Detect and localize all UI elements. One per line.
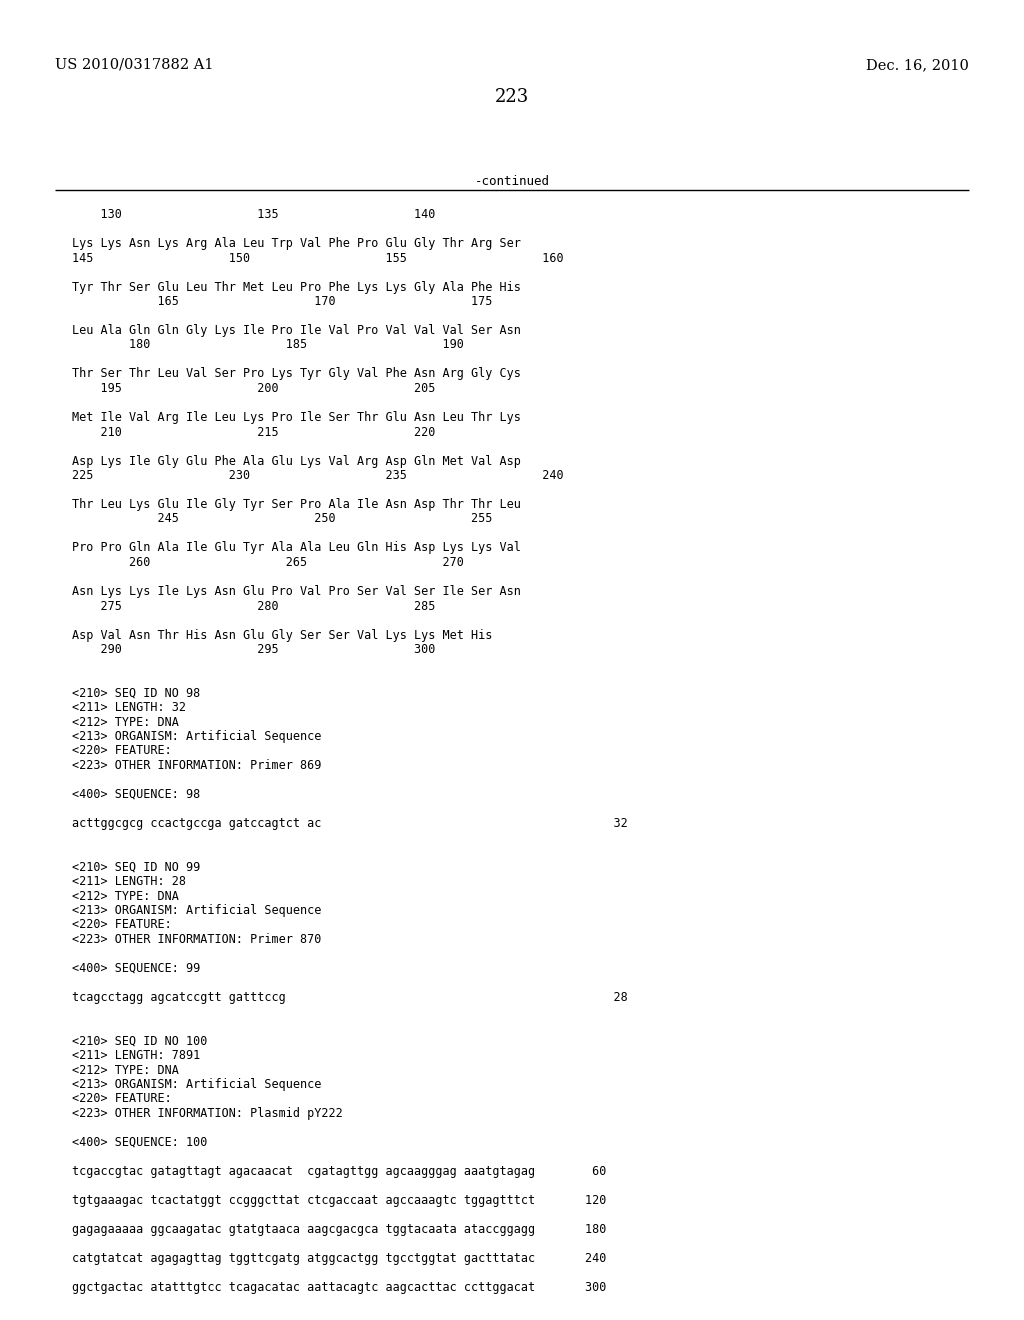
Text: <223> OTHER INFORMATION: Primer 869: <223> OTHER INFORMATION: Primer 869 xyxy=(72,759,322,772)
Text: 145                   150                   155                   160: 145 150 155 160 xyxy=(72,252,563,264)
Text: <213> ORGANISM: Artificial Sequence: <213> ORGANISM: Artificial Sequence xyxy=(72,730,322,743)
Text: <400> SEQUENCE: 98: <400> SEQUENCE: 98 xyxy=(72,788,201,801)
Text: <211> LENGTH: 32: <211> LENGTH: 32 xyxy=(72,701,186,714)
Text: 245                   250                   255: 245 250 255 xyxy=(72,512,493,525)
Text: Tyr Thr Ser Glu Leu Thr Met Leu Pro Phe Lys Lys Gly Ala Phe His: Tyr Thr Ser Glu Leu Thr Met Leu Pro Phe … xyxy=(72,281,521,293)
Text: <212> TYPE: DNA: <212> TYPE: DNA xyxy=(72,890,179,903)
Text: acttggcgcg ccactgccga gatccagtct ac                                         32: acttggcgcg ccactgccga gatccagtct ac 32 xyxy=(72,817,628,830)
Text: ggctgactac atatttgtcc tcagacatac aattacagtc aagcacttac ccttggacat       300: ggctgactac atatttgtcc tcagacatac aattaca… xyxy=(72,1280,606,1294)
Text: 225                   230                   235                   240: 225 230 235 240 xyxy=(72,469,563,482)
Text: 165                   170                   175: 165 170 175 xyxy=(72,294,493,308)
Text: <400> SEQUENCE: 99: <400> SEQUENCE: 99 xyxy=(72,962,201,975)
Text: <212> TYPE: DNA: <212> TYPE: DNA xyxy=(72,1064,179,1077)
Text: US 2010/0317882 A1: US 2010/0317882 A1 xyxy=(55,58,213,73)
Text: <212> TYPE: DNA: <212> TYPE: DNA xyxy=(72,715,179,729)
Text: <211> LENGTH: 7891: <211> LENGTH: 7891 xyxy=(72,1049,201,1063)
Text: 130                   135                   140: 130 135 140 xyxy=(72,209,435,220)
Text: 195                   200                   205: 195 200 205 xyxy=(72,381,435,395)
Text: <213> ORGANISM: Artificial Sequence: <213> ORGANISM: Artificial Sequence xyxy=(72,904,322,917)
Text: <210> SEQ ID NO 98: <210> SEQ ID NO 98 xyxy=(72,686,201,700)
Text: 223: 223 xyxy=(495,88,529,106)
Text: <223> OTHER INFORMATION: Primer 870: <223> OTHER INFORMATION: Primer 870 xyxy=(72,933,322,946)
Text: Pro Pro Gln Ala Ile Glu Tyr Ala Ala Leu Gln His Asp Lys Lys Val: Pro Pro Gln Ala Ile Glu Tyr Ala Ala Leu … xyxy=(72,541,521,554)
Text: 275                   280                   285: 275 280 285 xyxy=(72,599,435,612)
Text: 290                   295                   300: 290 295 300 xyxy=(72,643,435,656)
Text: Thr Ser Thr Leu Val Ser Pro Lys Tyr Gly Val Phe Asn Arg Gly Cys: Thr Ser Thr Leu Val Ser Pro Lys Tyr Gly … xyxy=(72,367,521,380)
Text: <220> FEATURE:: <220> FEATURE: xyxy=(72,1093,172,1106)
Text: catgtatcat agagagttag tggttcgatg atggcactgg tgcctggtat gactttatac       240: catgtatcat agagagttag tggttcgatg atggcac… xyxy=(72,1251,606,1265)
Text: <210> SEQ ID NO 99: <210> SEQ ID NO 99 xyxy=(72,861,201,874)
Text: Dec. 16, 2010: Dec. 16, 2010 xyxy=(866,58,969,73)
Text: Asn Lys Lys Ile Lys Asn Glu Pro Val Pro Ser Val Ser Ile Ser Asn: Asn Lys Lys Ile Lys Asn Glu Pro Val Pro … xyxy=(72,585,521,598)
Text: Met Ile Val Arg Ile Leu Lys Pro Ile Ser Thr Glu Asn Leu Thr Lys: Met Ile Val Arg Ile Leu Lys Pro Ile Ser … xyxy=(72,411,521,424)
Text: tcgaccgtac gatagttagt agacaacat  cgatagttgg agcaagggag aaatgtagag        60: tcgaccgtac gatagttagt agacaacat cgatagtt… xyxy=(72,1166,606,1177)
Text: <223> OTHER INFORMATION: Plasmid pY222: <223> OTHER INFORMATION: Plasmid pY222 xyxy=(72,1107,343,1119)
Text: Thr Leu Lys Glu Ile Gly Tyr Ser Pro Ala Ile Asn Asp Thr Thr Leu: Thr Leu Lys Glu Ile Gly Tyr Ser Pro Ala … xyxy=(72,498,521,511)
Text: <400> SEQUENCE: 100: <400> SEQUENCE: 100 xyxy=(72,1137,208,1148)
Text: <210> SEQ ID NO 100: <210> SEQ ID NO 100 xyxy=(72,1035,208,1048)
Text: 180                   185                   190: 180 185 190 xyxy=(72,338,464,351)
Text: tcagcctagg agcatccgtt gatttccg                                              28: tcagcctagg agcatccgtt gatttccg 28 xyxy=(72,991,628,1005)
Text: Lys Lys Asn Lys Arg Ala Leu Trp Val Phe Pro Glu Gly Thr Arg Ser: Lys Lys Asn Lys Arg Ala Leu Trp Val Phe … xyxy=(72,238,521,249)
Text: Asp Lys Ile Gly Glu Phe Ala Glu Lys Val Arg Asp Gln Met Val Asp: Asp Lys Ile Gly Glu Phe Ala Glu Lys Val … xyxy=(72,454,521,467)
Text: <220> FEATURE:: <220> FEATURE: xyxy=(72,919,172,932)
Text: Leu Ala Gln Gln Gly Lys Ile Pro Ile Val Pro Val Val Val Ser Asn: Leu Ala Gln Gln Gly Lys Ile Pro Ile Val … xyxy=(72,323,521,337)
Text: -continued: -continued xyxy=(474,176,550,187)
Text: tgtgaaagac tcactatggt ccgggcttat ctcgaccaat agccaaagtc tggagtttct       120: tgtgaaagac tcactatggt ccgggcttat ctcgacc… xyxy=(72,1195,606,1206)
Text: <220> FEATURE:: <220> FEATURE: xyxy=(72,744,172,758)
Text: 210                   215                   220: 210 215 220 xyxy=(72,425,435,438)
Text: <213> ORGANISM: Artificial Sequence: <213> ORGANISM: Artificial Sequence xyxy=(72,1078,322,1092)
Text: Asp Val Asn Thr His Asn Glu Gly Ser Ser Val Lys Lys Met His: Asp Val Asn Thr His Asn Glu Gly Ser Ser … xyxy=(72,628,493,642)
Text: 260                   265                   270: 260 265 270 xyxy=(72,556,464,569)
Text: gagagaaaaa ggcaagatac gtatgtaaca aagcgacgca tggtacaata ataccggagg       180: gagagaaaaa ggcaagatac gtatgtaaca aagcgac… xyxy=(72,1224,606,1236)
Text: <211> LENGTH: 28: <211> LENGTH: 28 xyxy=(72,875,186,888)
